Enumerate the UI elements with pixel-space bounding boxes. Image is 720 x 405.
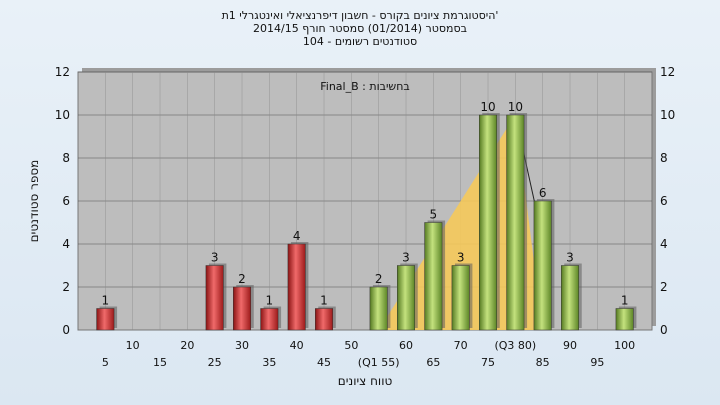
bar-value-label: 6: [539, 186, 547, 200]
bar: [424, 222, 443, 331]
bar-value-label: 3: [211, 251, 219, 265]
bar-value-label: 10: [508, 100, 523, 114]
bar: [205, 265, 224, 331]
bar-value-label: 2: [238, 272, 246, 286]
x-tick-label-upper: 30: [235, 339, 249, 352]
x-axis-title: טווח ציונים: [338, 374, 393, 388]
chart-title-line-1: היסטוגרמת ציונים בקורס - חשבון דיפרנציאל…: [221, 9, 499, 22]
y-tick-label-left: 4: [62, 237, 70, 251]
y-tick-label-left: 6: [62, 194, 70, 208]
y-tick-label-right: 6: [660, 194, 668, 208]
bar-value-label: 1: [102, 294, 110, 308]
y-tick-label-right: 8: [660, 151, 668, 165]
bar: [451, 265, 470, 331]
bar-value-label: 1: [320, 294, 328, 308]
x-tick-label-lower: 5: [102, 356, 109, 369]
x-tick-label-upper: 50: [344, 339, 358, 352]
x-tick-label-upper: 10: [126, 339, 140, 352]
y-tick-label-right: 0: [660, 323, 668, 337]
x-tick-label-lower: 95: [590, 356, 604, 369]
bar: [96, 308, 115, 331]
quartile-band: [378, 115, 543, 330]
y-tick-label-right: 12: [660, 65, 675, 79]
chart-title-line-2: בסמסטר (01/2014) סמסטר חורף 2014/15: [253, 22, 467, 35]
x-tick-label-upper: 90: [563, 339, 577, 352]
bar-value-label: 1: [621, 294, 629, 308]
x-tick-label-lower: 85: [536, 356, 550, 369]
x-tick-label-lower: (Q1 55): [358, 356, 400, 369]
x-tick-label-upper: 100: [614, 339, 635, 352]
y-tick-label-left: 8: [62, 151, 70, 165]
x-tick-label-upper: (Q3 80): [494, 339, 536, 352]
bar: [287, 243, 306, 331]
y-tick-label-left: 12: [55, 65, 70, 79]
x-tick-label-lower: 65: [426, 356, 440, 369]
bar-value-label: 3: [457, 251, 465, 265]
x-tick-label-lower: 75: [481, 356, 495, 369]
legend-label: Final_B : בחשיבות: [320, 80, 410, 93]
bar: [479, 114, 497, 331]
bar: [533, 200, 552, 331]
bar: [315, 308, 333, 331]
x-tick-label-lower: 45: [317, 356, 331, 369]
bar: [260, 308, 279, 331]
y-tick-label-left: 10: [55, 108, 70, 122]
bar-value-label: 1: [266, 294, 274, 308]
x-tick-label-upper: 40: [290, 339, 304, 352]
y-tick-label-left: 0: [62, 323, 70, 337]
y-tick-label-right: 4: [660, 237, 668, 251]
x-tick-label-upper: 70: [454, 339, 468, 352]
x-tick-label-upper: 60: [399, 339, 413, 352]
bar-value-label: 2: [375, 272, 383, 286]
bar: [369, 286, 388, 331]
y-tick-label-right: 10: [660, 108, 675, 122]
y-tick-label-right: 2: [660, 280, 668, 294]
bar: [615, 308, 634, 331]
chart-title-line-3: סטודנטים רשומים - 104: [302, 35, 418, 48]
bar-value-label: 4: [293, 229, 301, 243]
bar: [233, 286, 251, 331]
bar: [561, 265, 579, 331]
x-tick-label-upper: 20: [180, 339, 194, 352]
bar-value-label: 3: [566, 251, 574, 265]
bar-value-label: 5: [430, 208, 438, 222]
y-tick-label-left: 2: [62, 280, 70, 294]
x-tick-label-lower: 35: [262, 356, 276, 369]
x-tick-label-lower: 25: [208, 356, 222, 369]
bar: [506, 114, 525, 331]
y-axis-title: מספר סטודנטים: [27, 160, 41, 243]
bar-value-label: 10: [480, 100, 495, 114]
bar-value-label: 3: [402, 251, 410, 265]
x-tick-label-lower: 15: [153, 356, 167, 369]
bar: [397, 265, 415, 331]
